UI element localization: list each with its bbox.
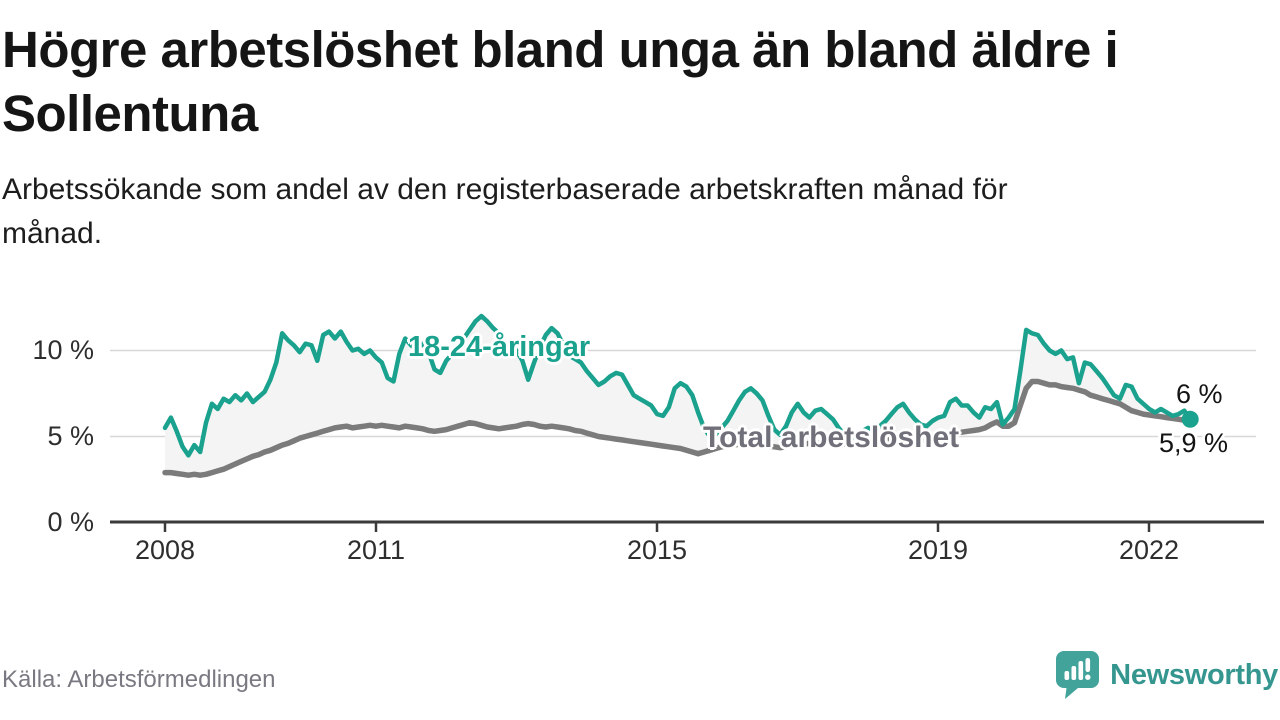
- subtitle-line-1: Arbetssökande som andel av den registerb…: [2, 173, 1008, 206]
- subtitle-line-2: månad.: [2, 217, 103, 250]
- x-tick-label-2019: 2019: [907, 535, 969, 565]
- newsworthy-wordmark: Newsworthy: [1110, 658, 1278, 691]
- x-tick-label-2011: 2011: [346, 535, 406, 565]
- band-fill: [165, 316, 1191, 476]
- youth-line: [162, 313, 1193, 458]
- newsworthy-bubble-chart-icon: [1054, 649, 1100, 701]
- total-line: [162, 378, 1193, 478]
- series-label-youth: 18-24-åringar: [408, 331, 591, 363]
- title-line-1: Högre arbetslöshet bland unga än bland ä…: [2, 21, 1119, 78]
- x-tick-label-2022: 2022: [1118, 535, 1180, 565]
- page-title: Högre arbetslöshet bland unga än bland ä…: [2, 18, 1272, 146]
- end-label-youth: 6 %: [1176, 379, 1223, 409]
- x-tick-label-2015: 2015: [626, 535, 688, 565]
- source-note: Källa: Arbetsförmedlingen: [2, 666, 276, 693]
- newsworthy-logo: Newsworthy: [1054, 649, 1278, 701]
- chart-subtitle: Arbetssökande som andel av den registerb…: [2, 168, 1222, 256]
- title-line-2: Sollentuna: [2, 85, 258, 142]
- y-tick-label-10: 10 %: [32, 335, 94, 365]
- x-tick-label-2008: 2008: [134, 535, 196, 565]
- y-tick-label-0: 0 %: [47, 507, 94, 537]
- y-tick-label-5: 5 %: [47, 421, 94, 451]
- youth-end-dot: [1181, 410, 1199, 428]
- x-axis-ticks: [163, 522, 1151, 532]
- series-label-total: Total arbetslöshet: [703, 421, 960, 454]
- end-label-total: 5,9 %: [1159, 428, 1229, 458]
